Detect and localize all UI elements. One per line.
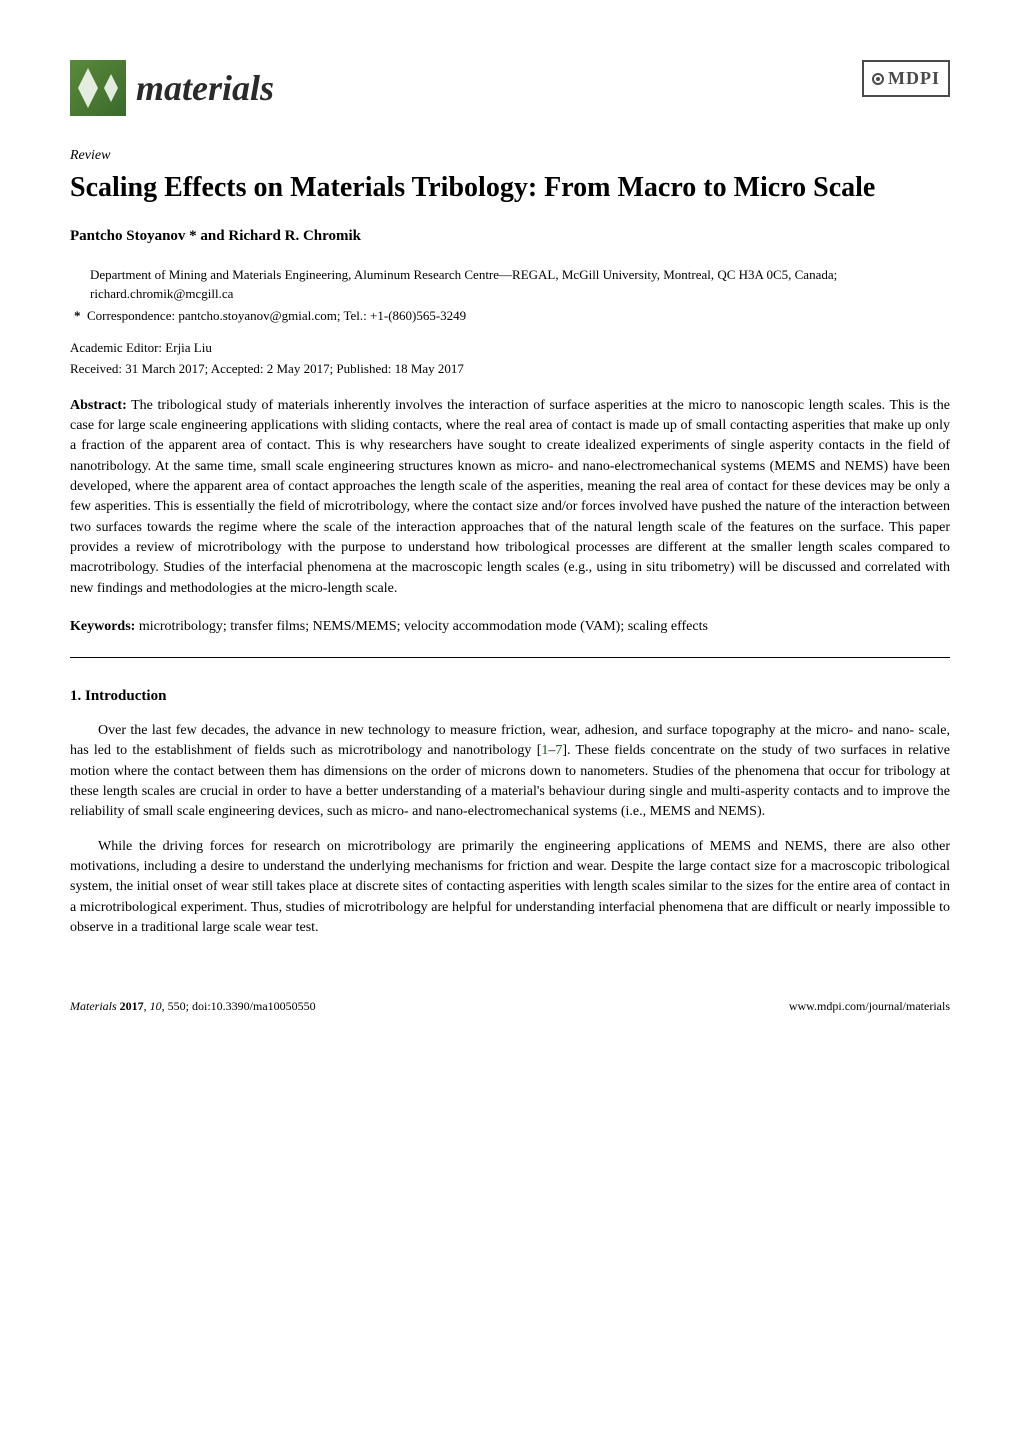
correspondence-line: * Correspondence: pantcho.stoyanov@gmial… [74,306,950,326]
abstract-label: Abstract: [70,398,127,413]
footer: Materials 2017, 10, 550; doi:10.3390/ma1… [70,998,950,1015]
section-heading-intro: 1. Introduction [70,686,950,707]
keywords-text: microtribology; transfer films; NEMS/MEM… [139,619,708,634]
correspondence-asterisk: * [74,308,81,323]
header-row: materials MDPI [70,60,950,116]
abstract-block: Abstract: The tribological study of mate… [70,396,950,599]
mdpi-circle-icon [872,73,884,85]
section-rule [70,657,950,658]
journal-logo: materials [70,60,274,116]
intro-paragraph-1: Over the last few decades, the advance i… [70,721,950,822]
publisher-logo: MDPI [862,60,950,97]
keywords-block: Keywords: microtribology; transfer films… [70,617,950,637]
intro-paragraph-2: While the driving forces for research on… [70,837,950,938]
correspondence-text: Correspondence: pantcho.stoyanov@gmial.c… [87,308,466,323]
article-type: Review [70,146,950,166]
materials-logo-icon [70,60,126,116]
affiliation: Department of Mining and Materials Engin… [90,265,950,304]
academic-editor: Academic Editor: Erjia Liu [70,339,950,357]
publisher-logo-text: MDPI [888,66,940,91]
keywords-label: Keywords: [70,619,135,634]
footer-citation: Materials 2017, 10, 550; doi:10.3390/ma1… [70,998,316,1015]
journal-url-link[interactable]: www.mdpi.com/journal/materials [789,999,950,1013]
footer-year: 2017 [120,999,144,1013]
abstract-text: The tribological study of materials inhe… [70,398,950,596]
footer-doi: doi:10.3390/ma10050550 [192,999,316,1013]
footer-url[interactable]: www.mdpi.com/journal/materials [789,998,950,1015]
journal-name: materials [136,63,274,113]
footer-journal: Materials [70,999,117,1013]
article-title: Scaling Effects on Materials Tribology: … [70,170,950,206]
authors-line: Pantcho Stoyanov * and Richard R. Chromi… [70,226,950,247]
footer-volume: 10 [150,999,162,1013]
dates-line: Received: 31 March 2017; Accepted: 2 May… [70,360,950,378]
footer-article-no: 550 [168,999,186,1013]
